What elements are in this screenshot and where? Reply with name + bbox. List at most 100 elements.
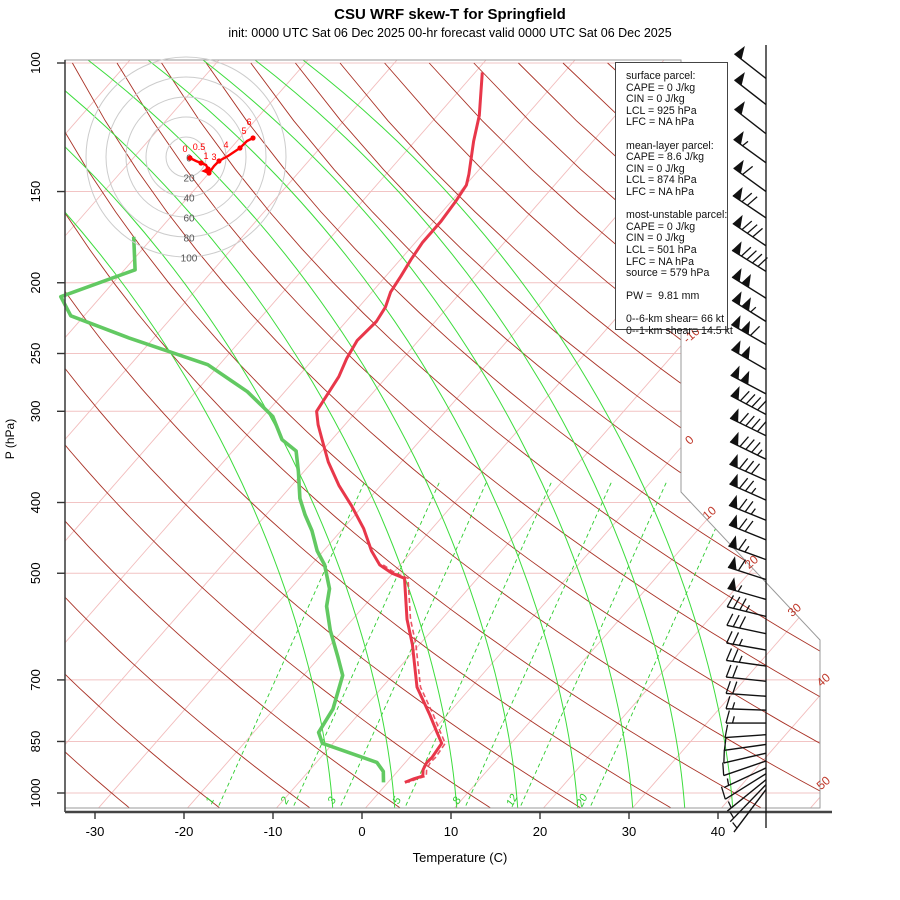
hodograph-point-label: 3 [211, 152, 216, 162]
info-box-line: LCL = 925 hPa [626, 104, 697, 117]
info-box-line: CAPE = 8.6 J/kg [626, 151, 705, 164]
wind-barb [725, 696, 767, 711]
isotherm-edge-label: 0 [682, 432, 696, 447]
y-tick-label: 300 [28, 400, 43, 422]
wind-barb [725, 648, 767, 667]
isotherm-lines [65, 60, 820, 808]
info-box-line: LCL = 874 hPa [626, 174, 697, 187]
info-box-line: mean-layer parcel: [626, 139, 714, 152]
temperature-trace [315, 72, 484, 784]
wind-barb [733, 159, 767, 193]
moist-adiabat-lines [65, 60, 734, 808]
x-tick-label: 30 [622, 824, 636, 839]
x-axis-label: Temperature (C) [412, 850, 508, 865]
info-box-line: source = 579 hPa [626, 267, 710, 280]
x-tick-label: 10 [444, 824, 458, 839]
wind-barb [723, 737, 767, 751]
info-box-line: surface parcel: [626, 70, 696, 82]
y-tick-label: 700 [28, 669, 43, 691]
chart-title: CSU WRF skew-T for Springfield [334, 6, 566, 23]
wind-barb [729, 784, 767, 823]
hodograph-point-label: 1 [203, 151, 208, 161]
wind-barb [734, 46, 767, 80]
wind-barb [731, 241, 768, 273]
info-box-line: CIN = 0 J/kg [626, 93, 685, 106]
wind-barb [730, 386, 767, 416]
mixing-ratio-labels: 1 2 3 5 8 12 20 [204, 792, 591, 810]
mixing-ratio-label: 12 [504, 792, 520, 808]
info-box-line: LFC = NA hPa [626, 185, 695, 198]
hodograph-point-label: 0 [182, 144, 187, 154]
y-tick-label: 1000 [28, 779, 43, 808]
info-box-line: CAPE = 0 J/kg [626, 81, 696, 94]
mixing-ratio-label: 1 [204, 795, 217, 806]
y-tick-label: 400 [28, 492, 43, 514]
wind-barb [727, 577, 767, 601]
wind-barb [729, 453, 767, 481]
wind-barb [724, 724, 767, 739]
hodograph-point-label: 4 [223, 140, 228, 150]
y-tick-label: 100 [28, 52, 43, 74]
skewt-background [65, 60, 820, 808]
wind-barb [734, 72, 767, 106]
wind-barb [726, 613, 767, 635]
wind-barb [725, 680, 767, 697]
info-box-line: CIN = 0 J/kg [626, 162, 685, 175]
hodograph-ring-label: 80 [183, 234, 195, 245]
mixing-ratio-label: 20 [574, 792, 591, 810]
wind-barb [731, 340, 767, 371]
wind-barb [729, 408, 767, 437]
y-tick-label: 500 [28, 562, 43, 584]
info-box-line: 0--1-km shear= 14.5 kt [626, 325, 733, 338]
wind-barb [731, 315, 767, 346]
wind-barb [732, 214, 767, 247]
wind-barb [723, 749, 767, 764]
hodograph-point-label: 5 [241, 126, 246, 136]
x-tick-label: -20 [175, 824, 194, 839]
y-tick-label: 200 [28, 272, 43, 294]
isotherm-edge-label: 40 [814, 670, 834, 690]
wind-barb [726, 631, 767, 651]
info-box-line [626, 129, 727, 141]
hodograph-ring-label: 100 [181, 254, 198, 265]
wind-barb [733, 131, 767, 164]
hodograph-point-label: 6 [246, 117, 251, 127]
wind-barb [729, 473, 767, 501]
hodograph-ring-label: 40 [183, 194, 195, 205]
wind-barb [726, 595, 767, 618]
mixing-ratio-label: 2 [278, 795, 292, 807]
wind-barbs [720, 45, 768, 833]
info-box-line: LFC = NA hPa [626, 116, 695, 129]
dewpoint-trace [58, 236, 386, 783]
wind-barb [728, 514, 767, 541]
mixing-ratio-label: 3 [326, 794, 340, 806]
wind-barb [726, 779, 767, 812]
mixing-ratio-label: 5 [391, 794, 405, 806]
wind-barb [732, 789, 767, 833]
info-box-line: most-unstable parcel: [626, 209, 728, 222]
wind-barb [731, 291, 767, 323]
info-box-line: PW = 9.81 mm [626, 290, 700, 303]
wind-barb [729, 431, 767, 460]
mixing-ratio-label: 8 [451, 794, 465, 806]
wind-barb [732, 187, 767, 219]
y-tick-label: 150 [28, 181, 43, 203]
virtual-temperature-trace [382, 564, 447, 784]
wind-barb [734, 101, 767, 135]
y-tick-label: 250 [28, 343, 43, 365]
x-tick-label: -30 [86, 824, 105, 839]
info-box-line: CAPE = 0 J/kg [626, 220, 696, 233]
parcel-info-box: surface parcel: CAPE = 0 J/kg CIN = 0 J/kg… [615, 62, 733, 337]
x-tick-label: 0 [358, 824, 365, 839]
wind-barb [730, 365, 767, 395]
isotherm-edge-label: 30 [785, 600, 805, 620]
wind-barb [722, 760, 767, 777]
axes: -30 -20 -10 0 10 20 30 401001502002503004005007… [28, 52, 832, 839]
info-box-line: CIN = 0 J/kg [626, 232, 685, 245]
x-tick-label: 40 [711, 824, 725, 839]
info-box-line: LFC = NA hPa [626, 255, 695, 268]
wind-barb [725, 710, 766, 724]
